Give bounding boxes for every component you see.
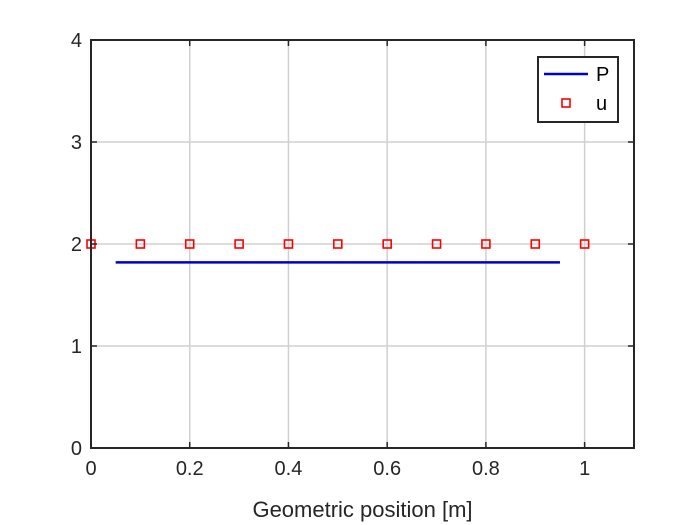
x-tick-label: 0.6 <box>373 458 401 480</box>
ticks <box>90 39 634 449</box>
series-marker-u <box>481 239 491 249</box>
y-tick-label: 3 <box>71 132 82 154</box>
x-tick-label: 0.4 <box>275 458 303 480</box>
series-marker-u <box>530 239 541 249</box>
y-tick-label: 1 <box>71 336 82 358</box>
series-marker-u <box>283 239 294 249</box>
series-marker-u <box>431 239 442 249</box>
series-marker-u <box>579 239 590 249</box>
y-tick-label: 2 <box>71 234 82 256</box>
x-tick-label: 0 <box>85 458 96 480</box>
x-tick-label: 1 <box>579 458 590 480</box>
x-tick-label: 0.2 <box>176 458 204 480</box>
legend-label-u: u <box>596 93 607 115</box>
legend-label-P: P <box>596 64 609 86</box>
tick-labels: 0 0.2 0.4 0.6 0.8 1 0 1 2 3 4 <box>71 30 590 480</box>
series-marker-u <box>333 239 343 249</box>
series-marker-u <box>234 239 244 249</box>
y-tick-label: 4 <box>71 30 82 52</box>
y-tick-label: 0 <box>71 438 82 460</box>
x-axis-label: Geometric position [m] <box>252 497 472 522</box>
series-marker-u <box>184 239 195 249</box>
legend: Pu <box>537 56 619 123</box>
series-layer <box>86 239 590 264</box>
legend-box <box>537 56 619 123</box>
series-marker-u <box>382 239 392 249</box>
x-tick-label: 0.8 <box>472 458 500 480</box>
series-marker-u <box>135 239 146 249</box>
legend-marker-u <box>561 98 571 108</box>
